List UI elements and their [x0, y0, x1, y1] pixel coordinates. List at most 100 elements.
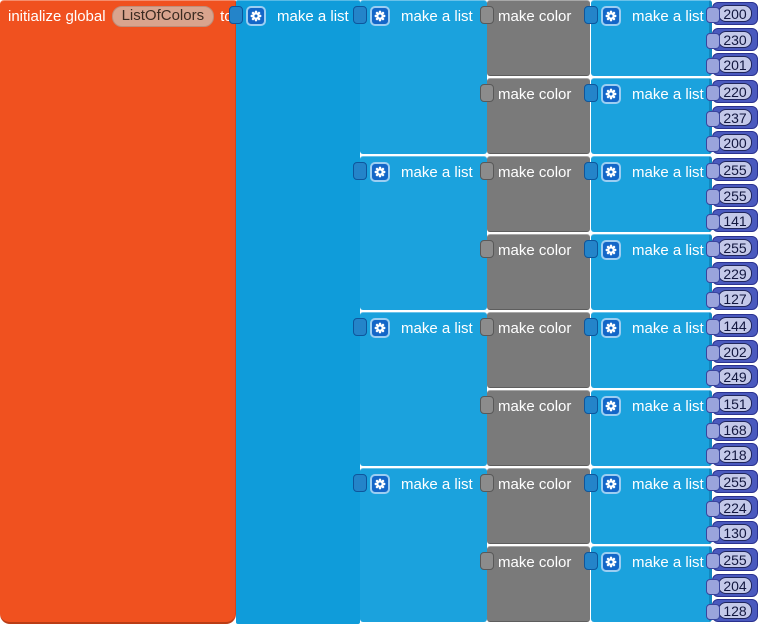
number-field[interactable]: 249: [718, 368, 752, 385]
number-block[interactable]: 201: [706, 53, 758, 76]
number-field[interactable]: 128: [718, 602, 752, 619]
block-connector-tab: [584, 318, 598, 336]
number-field[interactable]: 230: [718, 31, 752, 48]
number-block[interactable]: 237: [706, 106, 758, 129]
mutator-gear-icon[interactable]: [370, 318, 390, 338]
make-color-block[interactable]: make color: [480, 156, 590, 232]
make-a-list-block[interactable]: make a list: [584, 468, 712, 544]
number-block[interactable]: 220: [706, 80, 758, 103]
block-connector-tab: [706, 111, 720, 127]
mutator-gear-icon[interactable]: [601, 162, 621, 182]
number-field[interactable]: 204: [718, 577, 752, 594]
number-field[interactable]: 202: [718, 343, 752, 360]
block-connector-tab: [706, 292, 720, 308]
variable-name-field[interactable]: ListOfColors: [111, 5, 215, 27]
mutator-gear-icon[interactable]: [601, 318, 621, 338]
number-field[interactable]: 200: [718, 134, 752, 151]
mutator-gear-icon[interactable]: [246, 6, 266, 26]
rgb-values-column: 255 224 130: [706, 468, 762, 544]
make-color-block[interactable]: make color: [480, 0, 590, 76]
block-connector-tab: [706, 501, 720, 517]
make-a-list-block[interactable]: make a list: [584, 234, 712, 310]
mutator-gear-icon[interactable]: [601, 552, 621, 572]
number-field[interactable]: 141: [718, 212, 752, 229]
number-block[interactable]: 249: [706, 365, 758, 388]
number-block[interactable]: 202: [706, 340, 758, 363]
number-block[interactable]: 255: [706, 184, 758, 207]
make-a-list-block[interactable]: make a list: [584, 546, 712, 622]
make-a-list-block[interactable]: make a list: [353, 312, 487, 466]
make-a-list-block[interactable]: make a list: [584, 156, 712, 232]
number-field[interactable]: 200: [718, 5, 752, 22]
make-a-list-block[interactable]: make a list: [584, 78, 712, 154]
make-a-list-block[interactable]: make a list: [353, 0, 487, 154]
number-block[interactable]: 168: [706, 418, 758, 441]
number-field[interactable]: 255: [718, 161, 752, 178]
make-a-list-block-outer[interactable]: make a list: [229, 0, 360, 624]
mutator-gear-icon[interactable]: [601, 396, 621, 416]
block-connector-tab: [706, 33, 720, 49]
number-field[interactable]: 130: [718, 524, 752, 541]
make-a-list-block[interactable]: make a list: [584, 0, 712, 76]
number-block[interactable]: 255: [706, 470, 758, 493]
number-field[interactable]: 218: [718, 446, 752, 463]
mutator-gear-icon[interactable]: [601, 6, 621, 26]
number-block[interactable]: 200: [706, 2, 758, 25]
initialize-global-block[interactable]: initialize global ListOfColors to: [0, 0, 236, 624]
number-field[interactable]: 224: [718, 499, 752, 516]
mutator-gear-icon[interactable]: [370, 6, 390, 26]
number-block[interactable]: 204: [706, 574, 758, 597]
number-block[interactable]: 128: [706, 599, 758, 622]
number-field[interactable]: 151: [718, 395, 752, 412]
block-connector-tab: [353, 162, 367, 180]
number-block[interactable]: 144: [706, 314, 758, 337]
number-field[interactable]: 144: [718, 317, 752, 334]
number-block[interactable]: 230: [706, 28, 758, 51]
number-block[interactable]: 127: [706, 287, 758, 310]
number-block[interactable]: 224: [706, 496, 758, 519]
number-field[interactable]: 127: [718, 290, 752, 307]
rgb-values-column: 144 202 249: [706, 312, 762, 388]
block-connector-tab: [706, 526, 720, 542]
make-a-list-label: make a list: [401, 163, 473, 181]
make-color-block[interactable]: make color: [480, 78, 590, 154]
number-block[interactable]: 151: [706, 392, 758, 415]
block-connector-tab: [229, 6, 243, 24]
number-block[interactable]: 255: [706, 548, 758, 571]
number-block[interactable]: 255: [706, 158, 758, 181]
make-a-list-block[interactable]: make a list: [584, 312, 712, 388]
number-field[interactable]: 168: [718, 421, 752, 438]
block-connector-tab: [584, 6, 598, 24]
make-color-block[interactable]: make color: [480, 312, 590, 388]
make-color-block[interactable]: make color: [480, 234, 590, 310]
make-color-block[interactable]: make color: [480, 468, 590, 544]
number-block[interactable]: 130: [706, 521, 758, 544]
number-block[interactable]: 229: [706, 262, 758, 285]
number-field[interactable]: 255: [718, 551, 752, 568]
number-field[interactable]: 229: [718, 265, 752, 282]
make-color-block[interactable]: make color: [480, 546, 590, 622]
make-a-list-block[interactable]: make a list: [584, 390, 712, 466]
mutator-gear-icon[interactable]: [601, 84, 621, 104]
mutator-gear-icon[interactable]: [601, 474, 621, 494]
mutator-gear-icon[interactable]: [370, 162, 390, 182]
number-field[interactable]: 255: [718, 239, 752, 256]
block-connector-tab: [480, 552, 494, 570]
number-field[interactable]: 237: [718, 109, 752, 126]
number-block[interactable]: 218: [706, 443, 758, 466]
mutator-gear-icon[interactable]: [601, 240, 621, 260]
number-field[interactable]: 255: [718, 473, 752, 490]
number-field[interactable]: 220: [718, 83, 752, 100]
number-field[interactable]: 201: [718, 56, 752, 73]
number-block[interactable]: 141: [706, 209, 758, 232]
number-field[interactable]: 255: [718, 187, 752, 204]
color-row: make color make a list 220 237 200: [480, 78, 762, 154]
block-connector-tab: [706, 241, 720, 257]
make-color-block[interactable]: make color: [480, 390, 590, 466]
make-a-list-block[interactable]: make a list: [353, 468, 487, 622]
number-block[interactable]: 200: [706, 131, 758, 154]
make-a-list-block[interactable]: make a list: [353, 156, 487, 310]
number-block[interactable]: 255: [706, 236, 758, 259]
mutator-gear-icon[interactable]: [370, 474, 390, 494]
